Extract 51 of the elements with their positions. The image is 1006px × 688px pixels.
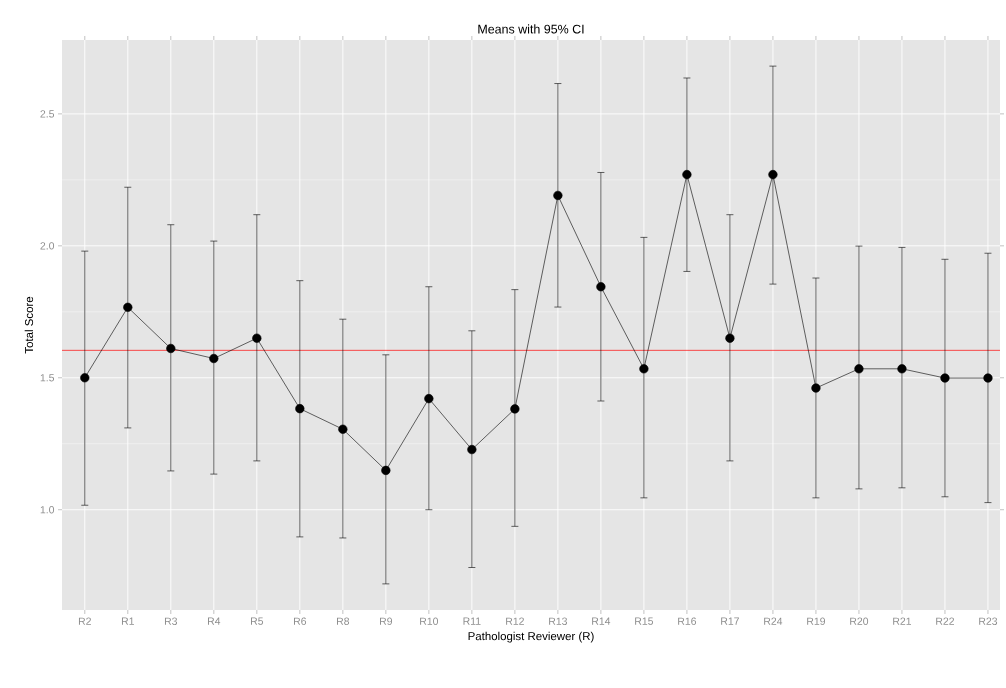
x-tick-label: R22 (936, 617, 955, 625)
x-tick-label: R19 (807, 617, 826, 625)
x-tick-label: R11 (463, 617, 481, 625)
point (166, 343, 176, 354)
x-tick-label: R5 (251, 617, 264, 625)
x-tick-label: R10 (420, 617, 439, 625)
x-tick-label: R16 (678, 617, 697, 625)
point (424, 394, 434, 404)
point (209, 353, 219, 364)
y-tick-label: 2.5 (40, 110, 55, 118)
point (553, 190, 563, 201)
x-tick-label: R21 (893, 617, 912, 625)
x-tick-label: R1 (121, 617, 134, 625)
x-tick-label: R3 (164, 617, 178, 625)
point (338, 424, 348, 434)
point (940, 373, 950, 383)
y-tick-label: 2.0 (40, 242, 55, 250)
point (295, 404, 305, 414)
point (252, 333, 262, 343)
x-tick-label: R12 (506, 617, 524, 625)
point (123, 302, 133, 312)
point (811, 383, 821, 393)
point (725, 333, 735, 343)
y-tick-label: 1.5 (40, 374, 55, 382)
x-tick-label: R6 (294, 617, 307, 625)
point (682, 169, 692, 180)
x-tick-label: R23 (979, 617, 998, 625)
x-tick-label: R13 (549, 617, 568, 625)
x-tick-label: R17 (721, 617, 739, 625)
x-tick-label: R4 (207, 617, 221, 625)
y-axis-title: Total Score (24, 296, 34, 354)
point (983, 373, 993, 383)
x-tick-label: R15 (635, 617, 654, 625)
point (639, 364, 649, 374)
chart-title: Means with 95% CI (478, 24, 584, 34)
x-tick-label: R8 (337, 617, 350, 625)
y-tick-label: 1.0 (40, 506, 55, 514)
point (596, 282, 606, 292)
x-tick-label: R9 (380, 617, 393, 625)
point (897, 364, 907, 374)
x-axis-title: Pathologist Reviewer (R) (468, 631, 594, 643)
point (381, 465, 391, 475)
point (768, 169, 778, 180)
point (80, 373, 90, 383)
point (467, 444, 477, 455)
point (854, 364, 864, 374)
x-tick-label: R20 (850, 617, 869, 625)
x-tick-label: R2 (78, 617, 91, 625)
x-tick-label: R24 (764, 617, 783, 625)
point (510, 404, 520, 414)
x-tick-label: R14 (592, 617, 611, 625)
